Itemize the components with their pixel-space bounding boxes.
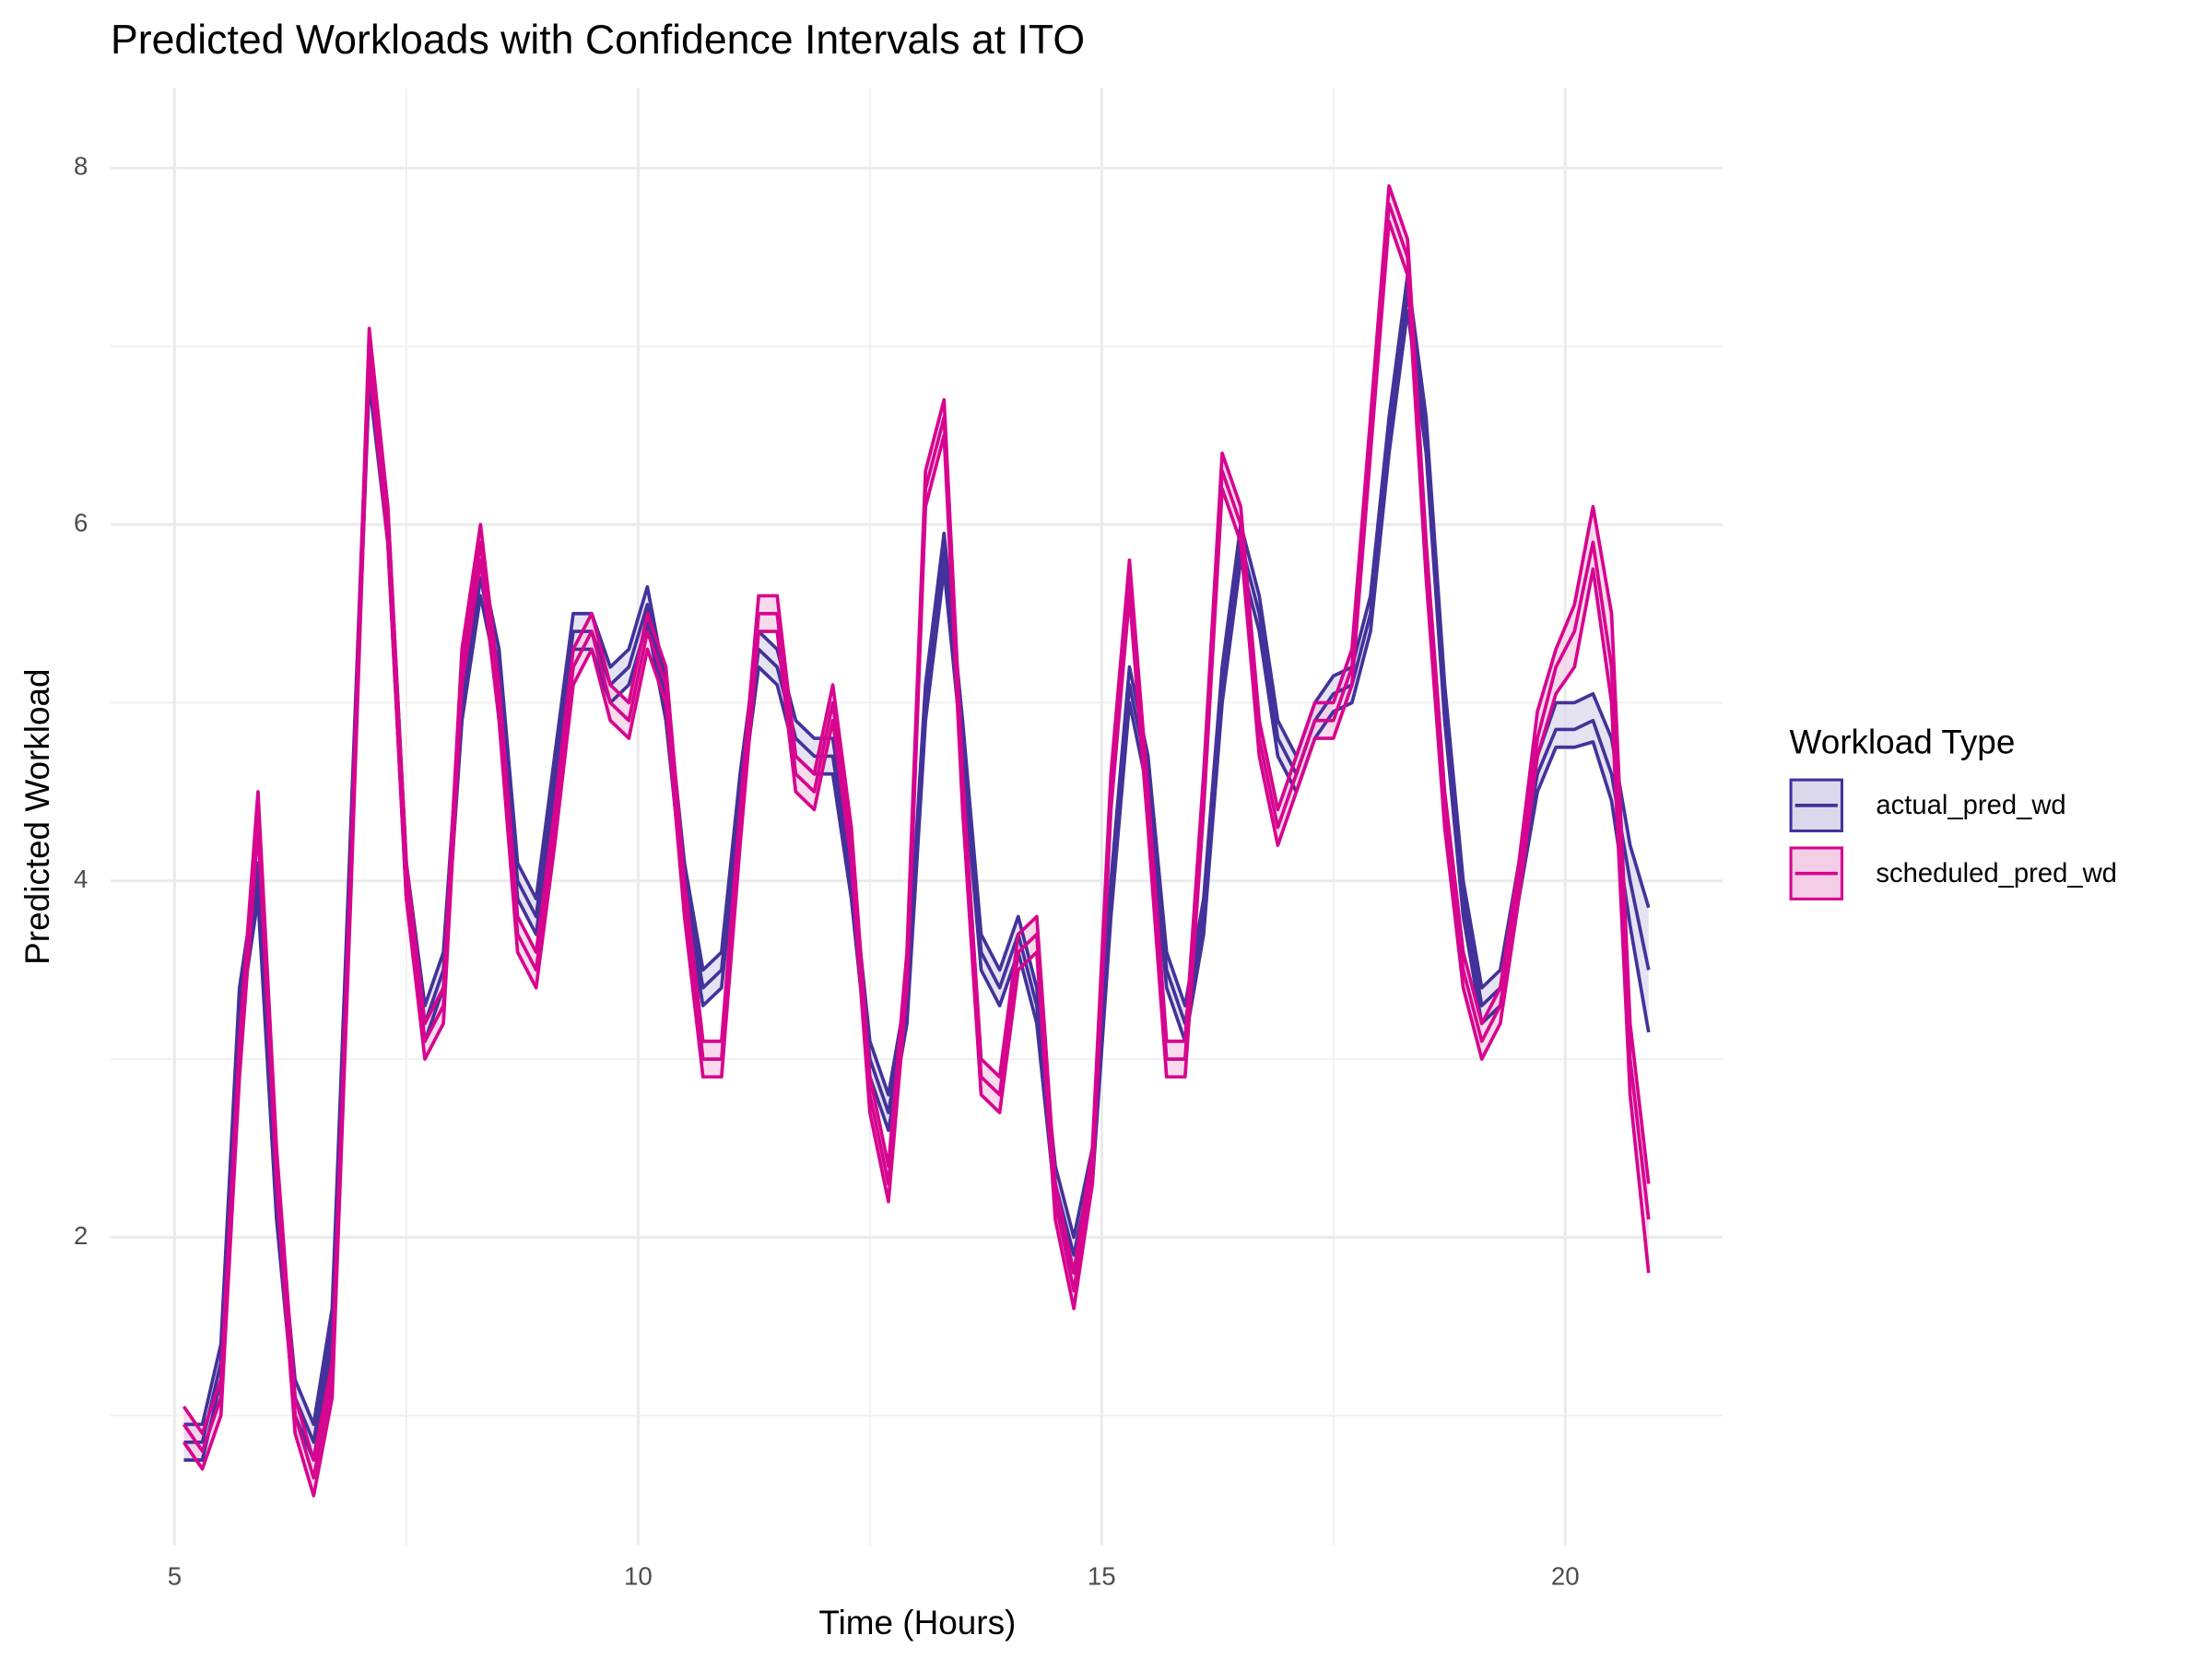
y-tick-label: 8: [74, 152, 88, 181]
y-tick-label: 6: [74, 508, 88, 536]
x-tick-label: 5: [168, 1562, 182, 1591]
chart-title: Predicted Workloads with Confidence Inte…: [111, 18, 1085, 63]
x-axis-label: Time (Hours): [818, 1604, 1016, 1641]
x-tick-label: 20: [1551, 1562, 1580, 1591]
legend-label: scheduled_pred_wd: [1876, 859, 2117, 888]
series-line: [182, 202, 1651, 1480]
legend-title: Workload Type: [1790, 723, 2016, 760]
x-tick-label: 10: [624, 1562, 653, 1591]
legend-label: actual_pred_wd: [1876, 791, 2065, 820]
y-axis-label: Predicted Workload: [18, 668, 56, 964]
y-tick-label: 4: [74, 865, 88, 893]
y-tick-label: 2: [74, 1221, 88, 1250]
x-tick-label: 15: [1088, 1562, 1116, 1591]
